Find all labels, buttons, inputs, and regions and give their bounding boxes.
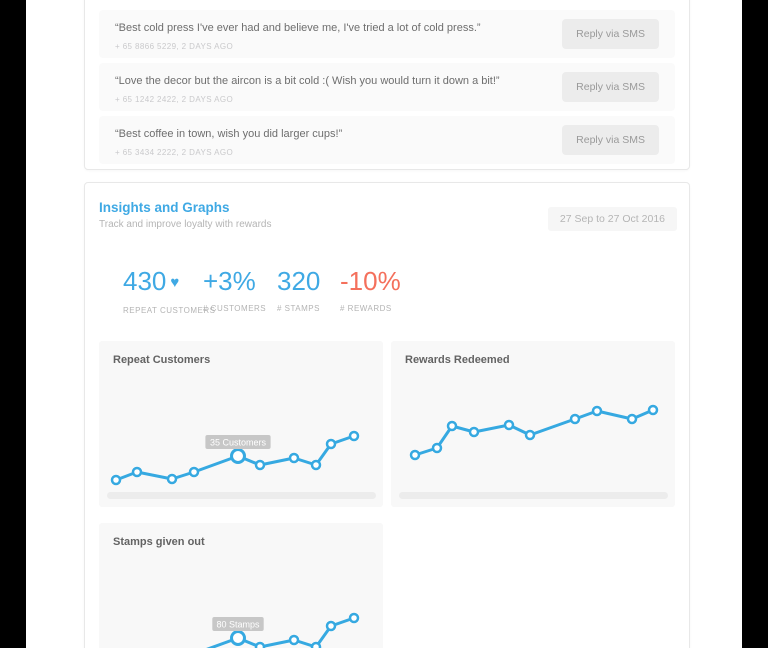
stat-rewards: -10% # REWARDS	[340, 266, 401, 313]
feedback-meta: + 65 8866 5229, 2 DAYS AGO	[115, 42, 234, 51]
chart-stamps-given-out: 80 Stamps Stamps given out	[99, 523, 383, 648]
feedback-meta: + 65 3434 2222, 2 DAYS AGO	[115, 148, 234, 157]
line-chart-plot[interactable]	[391, 341, 675, 507]
chart-rewards-redeemed: Rewards Redeemed	[391, 341, 675, 507]
insights-header: Insights and Graphs Track and improve lo…	[99, 200, 677, 246]
feedback-card: “Best cold press I've ever had and belie…	[84, 0, 690, 170]
date-range-selector[interactable]: 27 Sep to 27 Oct 2016	[547, 207, 677, 231]
stat-value: 430	[123, 266, 167, 296]
heart-icon: ♥	[170, 274, 180, 291]
stat-label: REPEAT CUSTOMERS	[123, 306, 216, 315]
stat-value: -10%	[340, 266, 401, 296]
chart-title: Rewards Redeemed	[405, 354, 510, 366]
stat-customers: +3% # CUSTOMERS	[203, 266, 266, 313]
feedback-row: “Best cold press I've ever had and belie…	[99, 10, 675, 58]
feedback-quote: “Best cold press I've ever had and belie…	[115, 22, 481, 34]
chart-repeat-customers: 35 Customers Repeat Customers	[99, 341, 383, 507]
feedback-row: “Love the decor but the aircon is a bit …	[99, 63, 675, 111]
stat-repeat-customers: 430 ♥ REPEAT CUSTOMERS	[123, 266, 215, 315]
stat-value: 320	[277, 266, 321, 296]
feedback-meta: + 65 1242 2422, 2 DAYS AGO	[115, 95, 234, 104]
chart-title: Repeat Customers	[113, 354, 211, 366]
reply-via-sms-button[interactable]: Reply via SMS	[562, 72, 659, 102]
section-title: Insights and Graphs	[99, 200, 230, 215]
stat-stamps: 320 # STAMPS	[277, 266, 320, 313]
feedback-quote: “Best coffee in town, wish you did large…	[115, 128, 343, 140]
reply-via-sms-button[interactable]: Reply via SMS	[562, 19, 659, 49]
stat-label: # REWARDS	[340, 304, 392, 313]
svg-text:80 Stamps: 80 Stamps	[216, 620, 260, 630]
feedback-row: “Best coffee in town, wish you did large…	[99, 116, 675, 164]
stat-label: # STAMPS	[277, 304, 320, 313]
line-chart-plot[interactable]: 35 Customers	[99, 341, 383, 507]
chart-scrollbar	[107, 492, 376, 499]
left-letterbox-bar	[0, 0, 26, 648]
reply-via-sms-button[interactable]: Reply via SMS	[562, 125, 659, 155]
insights-card: Insights and Graphs Track and improve lo…	[84, 182, 690, 648]
stat-value: +3%	[203, 266, 256, 296]
section-subtitle: Track and improve loyalty with rewards	[99, 219, 272, 230]
stats-row: 430 ♥ REPEAT CUSTOMERS +3% # CUSTOMERS 32…	[99, 266, 675, 341]
feedback-quote: “Love the decor but the aircon is a bit …	[115, 75, 500, 87]
svg-text:35 Customers: 35 Customers	[210, 438, 267, 448]
stat-label: # CUSTOMERS	[203, 304, 267, 313]
chart-title: Stamps given out	[113, 536, 205, 548]
line-chart-plot[interactable]: 80 Stamps	[99, 523, 383, 648]
right-letterbox-bar	[742, 0, 768, 648]
chart-scrollbar	[399, 492, 668, 499]
